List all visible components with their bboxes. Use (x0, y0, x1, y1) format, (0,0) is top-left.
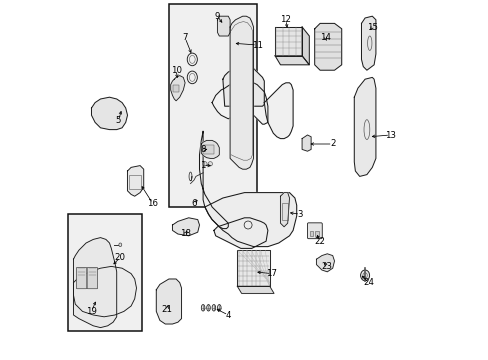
Polygon shape (275, 27, 302, 56)
Bar (281, 203, 287, 220)
Bar (315, 231, 318, 236)
Text: 10: 10 (170, 66, 181, 75)
Text: 8: 8 (200, 145, 205, 154)
Polygon shape (172, 218, 199, 236)
Text: 9: 9 (214, 12, 220, 21)
Ellipse shape (203, 162, 206, 166)
Ellipse shape (217, 305, 221, 311)
FancyBboxPatch shape (87, 267, 98, 289)
Text: 15: 15 (366, 22, 377, 31)
Text: 12: 12 (280, 15, 291, 24)
Polygon shape (91, 97, 127, 130)
Text: 24: 24 (363, 278, 373, 287)
Polygon shape (316, 254, 334, 272)
Text: 18: 18 (179, 230, 190, 239)
Text: 4: 4 (225, 310, 230, 320)
Text: 22: 22 (314, 237, 325, 246)
Bar (173, 85, 179, 92)
Text: 23: 23 (321, 262, 332, 271)
Text: 21: 21 (161, 305, 172, 314)
Text: 17: 17 (265, 269, 276, 278)
Polygon shape (237, 286, 273, 293)
Bar (203, 145, 213, 154)
Polygon shape (156, 279, 181, 324)
Polygon shape (204, 193, 296, 247)
FancyBboxPatch shape (307, 223, 322, 239)
Polygon shape (199, 131, 228, 229)
Polygon shape (280, 193, 289, 227)
Ellipse shape (201, 305, 204, 311)
Text: 2: 2 (329, 139, 335, 148)
Polygon shape (314, 23, 341, 70)
Polygon shape (73, 266, 136, 317)
Text: 1: 1 (200, 161, 205, 170)
FancyBboxPatch shape (76, 267, 87, 289)
Polygon shape (230, 16, 253, 169)
Bar (168, 4, 257, 207)
Text: 7: 7 (182, 33, 187, 42)
Text: 19: 19 (86, 307, 97, 316)
Polygon shape (217, 16, 230, 36)
Ellipse shape (208, 162, 212, 166)
Polygon shape (212, 81, 267, 124)
Ellipse shape (212, 305, 215, 311)
Bar (128, 175, 141, 189)
Polygon shape (127, 166, 143, 196)
Polygon shape (170, 76, 185, 101)
Polygon shape (223, 65, 264, 106)
Polygon shape (237, 250, 269, 286)
Polygon shape (302, 135, 310, 151)
Text: 5: 5 (116, 116, 121, 125)
Text: 3: 3 (297, 210, 303, 219)
Polygon shape (213, 218, 267, 248)
Ellipse shape (206, 305, 210, 311)
Text: 14: 14 (319, 33, 330, 42)
Polygon shape (73, 238, 117, 328)
Polygon shape (264, 83, 292, 139)
Bar (68, 214, 142, 331)
Text: 6: 6 (191, 199, 197, 208)
Polygon shape (302, 27, 309, 65)
Polygon shape (361, 16, 375, 70)
Polygon shape (275, 56, 309, 65)
Bar (309, 231, 313, 236)
Text: 20: 20 (115, 253, 125, 262)
Text: 11: 11 (251, 40, 262, 49)
Ellipse shape (360, 270, 369, 281)
Polygon shape (201, 140, 219, 158)
Polygon shape (354, 77, 375, 176)
Text: 13: 13 (384, 130, 395, 139)
Text: 16: 16 (147, 199, 158, 208)
Ellipse shape (119, 243, 122, 247)
